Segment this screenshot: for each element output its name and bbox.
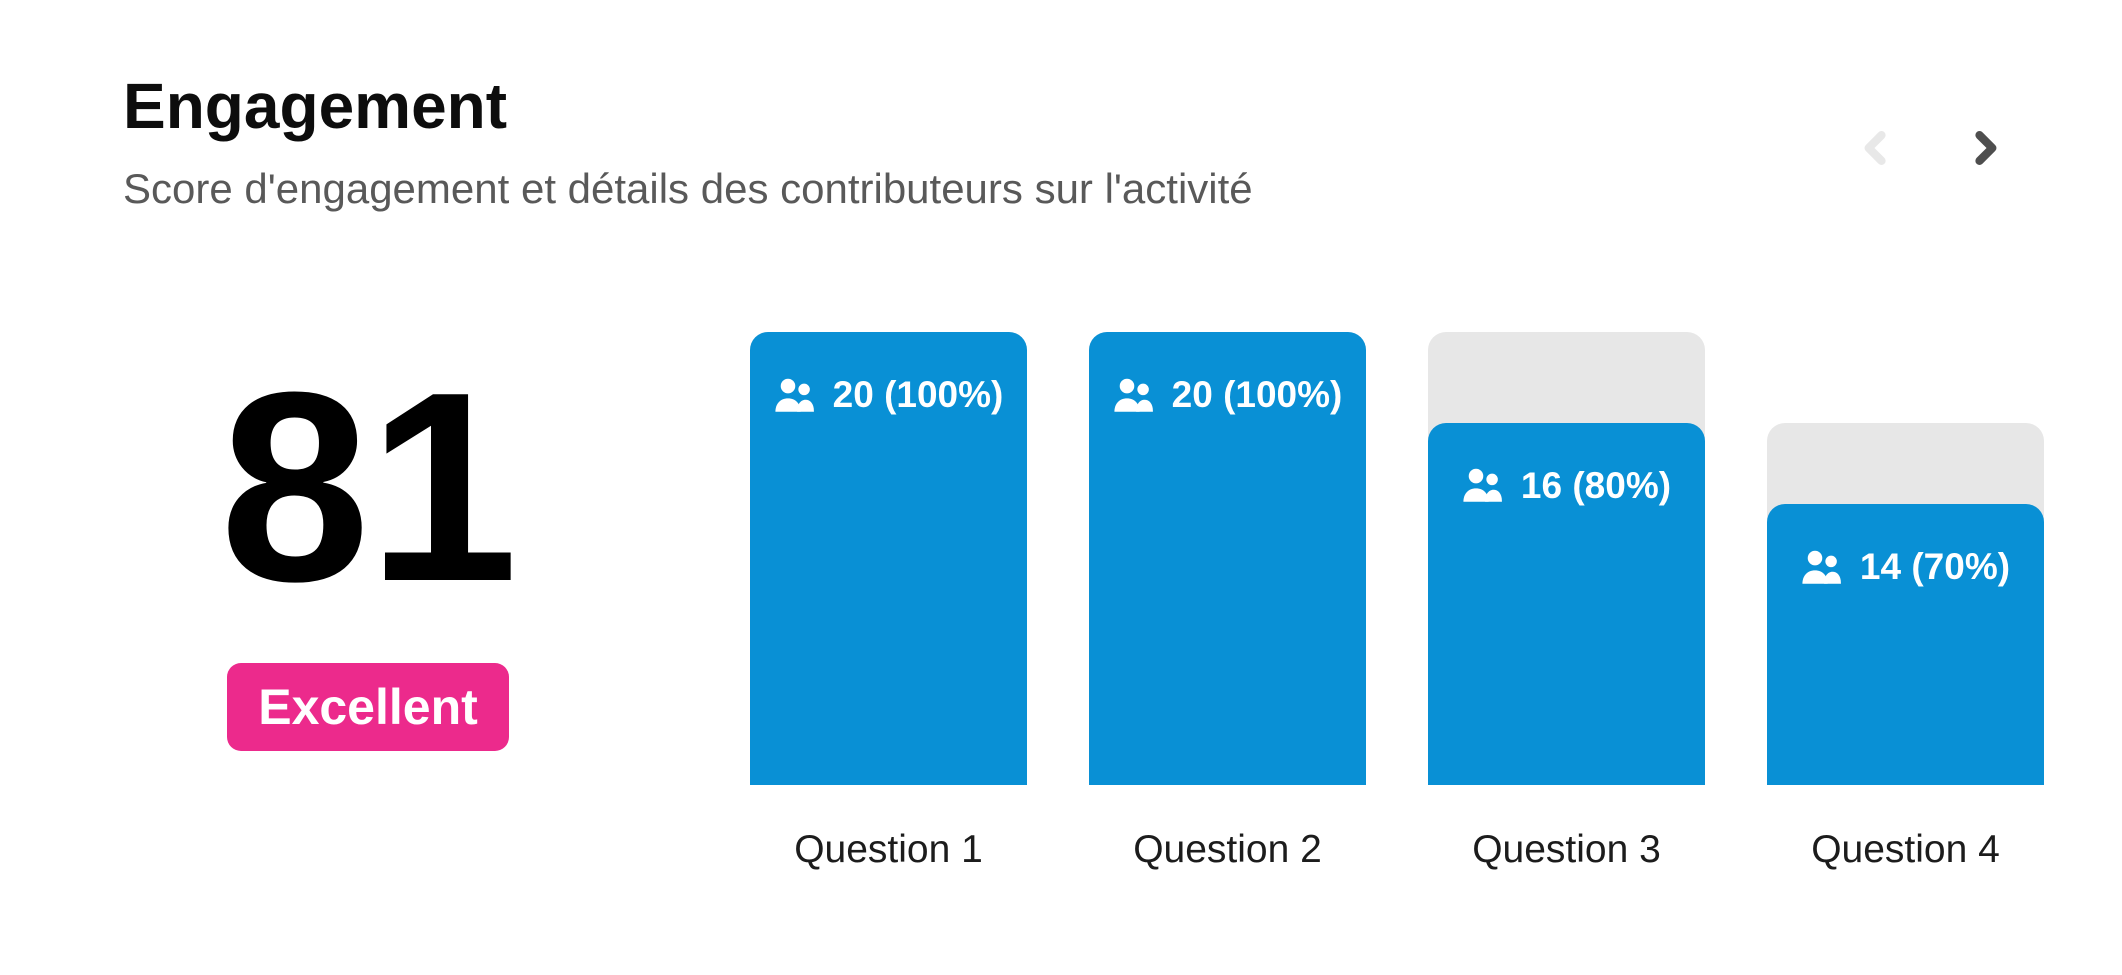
engagement-score-value: 81 [219, 337, 518, 638]
bar-value-label: 20 (100%) [832, 374, 1004, 415]
bar-value-label-row: 20 (100%) [1089, 332, 1366, 413]
bar-fill[interactable]: 14 (70%) [1767, 504, 2044, 785]
bar-area: 16 (80%) [1428, 332, 1705, 785]
bar-category-label: Question 2 [1133, 828, 1322, 871]
bar-area: 20 (100%) [750, 332, 1027, 785]
bar-value-label: 20 (100%) [1171, 374, 1343, 415]
bar-column-question-2: 20 (100%) Question 2 [1089, 332, 1366, 872]
bar-area: 20 (100%) [1089, 332, 1366, 785]
bar-value-label-row: 20 (100%) [750, 332, 1027, 413]
users-icon [1462, 468, 1504, 502]
bar-area: 14 (70%) [1767, 332, 2044, 785]
users-icon [774, 378, 816, 412]
bar-category-label: Question 1 [794, 828, 983, 871]
carousel-prev-button[interactable] [1846, 118, 1906, 178]
bar-category-label: Question 4 [1811, 828, 2000, 871]
rating-badge: Excellent [227, 663, 509, 752]
bar-column-question-3: 16 (80%) Question 3 [1428, 332, 1705, 872]
carousel-next-button[interactable] [1955, 118, 2015, 178]
bar-value-label: 14 (70%) [1859, 546, 2011, 588]
participation-bar-chart: 20 (100%) Question 1 [750, 332, 2044, 872]
chevron-right-icon [1963, 126, 2007, 170]
users-icon [1801, 550, 1843, 584]
bar-value-label-row: 16 (80%) [1428, 423, 1705, 504]
users-icon [1113, 378, 1155, 412]
bar-fill[interactable]: 20 (100%) [750, 332, 1027, 785]
bar-fill[interactable]: 20 (100%) [1089, 332, 1366, 785]
bar-category-label: Question 3 [1472, 828, 1661, 871]
bar-value-label-row: 14 (70%) [1767, 504, 2044, 585]
page-subtitle: Score d'engagement et détails des contri… [123, 165, 1253, 212]
page-title: Engagement [123, 70, 508, 142]
bar-value-label: 16 (80%) [1520, 464, 1672, 506]
bar-column-question-1: 20 (100%) Question 1 [750, 332, 1027, 872]
bar-column-question-4: 14 (70%) Question 4 [1767, 332, 2044, 872]
chevron-left-icon [1854, 126, 1898, 170]
bar-fill[interactable]: 16 (80%) [1428, 422, 1705, 785]
engagement-score-block: 81 Excellent [168, 337, 568, 752]
carousel-nav [1846, 118, 2015, 178]
